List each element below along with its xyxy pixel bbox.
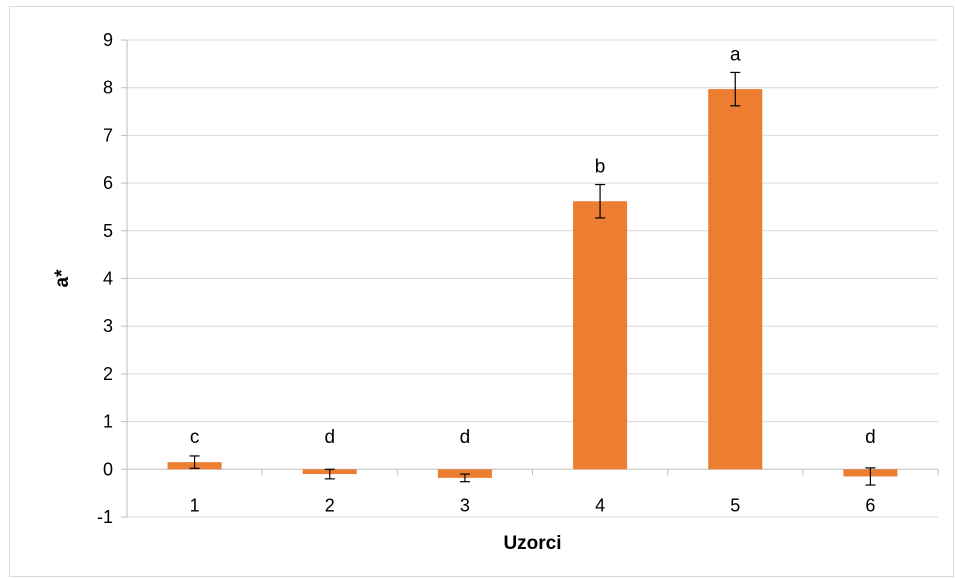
- x-tick-label: 6: [865, 495, 875, 515]
- y-tick-label: 1: [103, 412, 113, 432]
- y-tick-label: 5: [103, 221, 113, 241]
- labels: -1 0 1 2 3 4 5 6 7 8 9 c 1 d 2 d 3 b 4 a 5 d 6: [97, 30, 876, 527]
- significance-label: b: [595, 157, 606, 178]
- significance-label: d: [324, 427, 335, 448]
- bars: [167, 89, 898, 478]
- y-tick-label: 4: [103, 269, 113, 289]
- y-tick-label: 8: [103, 78, 113, 98]
- significance-label: d: [865, 427, 876, 448]
- y-tick-label: -1: [97, 507, 113, 527]
- x-axis-title: Uzorci: [503, 533, 561, 554]
- y-tick-label: 7: [103, 125, 113, 145]
- error-bars: [189, 71, 876, 486]
- significance-label: a: [730, 44, 741, 65]
- x-tick-label: 2: [325, 495, 335, 515]
- x-tick-label: 5: [730, 495, 740, 515]
- y-tick-label: 2: [103, 364, 113, 384]
- x-tick-label: 3: [460, 495, 470, 515]
- axes: [121, 39, 939, 518]
- bar: [573, 201, 628, 470]
- chart-frame: [9, 6, 954, 577]
- bar: [708, 89, 763, 470]
- y-axis-title: a*: [52, 269, 73, 288]
- x-tick-label: 1: [190, 495, 200, 515]
- y-tick-label: 3: [103, 316, 113, 336]
- y-tick-label: 6: [103, 173, 113, 193]
- significance-label: d: [460, 427, 471, 448]
- x-tick-label: 4: [595, 495, 605, 515]
- y-tick-label: 9: [103, 30, 113, 50]
- gridlines: [127, 39, 938, 518]
- significance-label: c: [190, 427, 200, 448]
- y-tick-label: 0: [103, 459, 113, 479]
